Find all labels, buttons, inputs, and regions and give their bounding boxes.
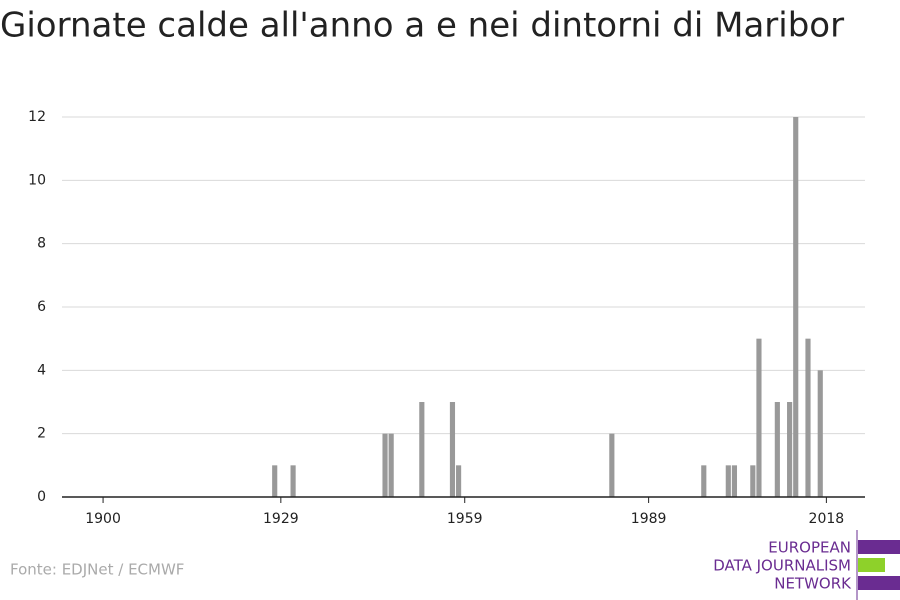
bar	[382, 433, 388, 497]
y-tick-label: 8	[37, 236, 46, 252]
logo-bar	[858, 558, 885, 572]
bar	[817, 370, 823, 497]
bar	[388, 433, 394, 497]
logo-text: NETWORK	[774, 575, 852, 593]
y-tick-label: 6	[37, 299, 46, 315]
chart-title: Giornate calde all'anno a e nei dintorni…	[0, 6, 844, 46]
bar	[272, 465, 278, 497]
bar	[805, 338, 811, 497]
bar	[419, 402, 425, 497]
y-tick-label: 10	[28, 172, 46, 188]
source: Fonte: EDJNet / ECMWF	[10, 561, 184, 579]
bar	[701, 465, 707, 497]
bar	[756, 338, 762, 497]
bar	[731, 465, 738, 497]
bar	[787, 402, 793, 497]
bar	[725, 465, 731, 497]
x-tick-label: 1900	[85, 511, 121, 527]
logo-text: DATA JOURNALISM	[713, 557, 851, 575]
x-tick-label: 1959	[447, 511, 483, 527]
x-tick-label: 1989	[631, 511, 667, 527]
bar	[750, 465, 756, 497]
x-tick-label: 2018	[809, 511, 845, 527]
y-tick-label: 12	[28, 109, 46, 125]
x-tick-label: 1929	[263, 511, 299, 527]
y-tick-label: 4	[37, 362, 46, 378]
logo-text: EUROPEAN	[768, 539, 851, 557]
y-tick-label: 2	[37, 426, 46, 442]
bar	[774, 402, 780, 497]
y-tick-label: 0	[37, 489, 46, 505]
logo-bar	[858, 576, 900, 590]
bar	[456, 465, 462, 497]
bar	[290, 465, 296, 497]
logo-bar	[858, 540, 900, 554]
bar	[449, 402, 456, 497]
bar	[609, 433, 615, 497]
bar	[793, 117, 799, 497]
